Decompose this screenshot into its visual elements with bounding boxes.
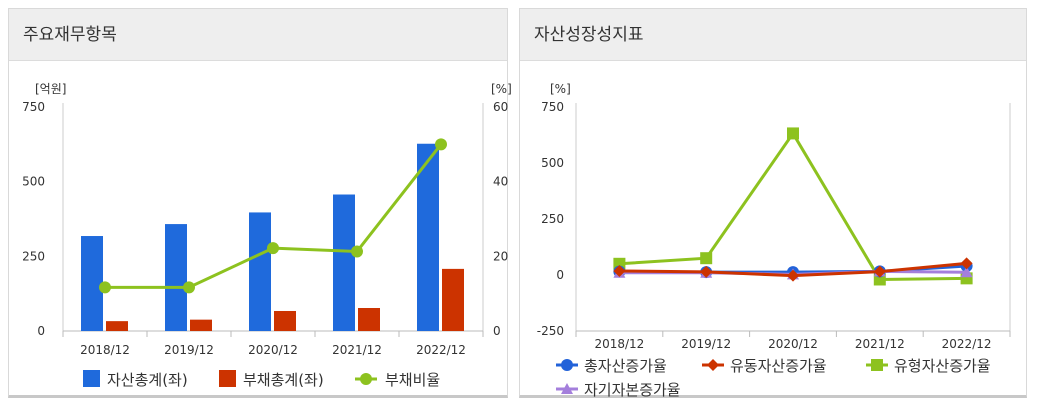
legend-swatch	[83, 370, 100, 387]
panel-title: 자산성장성지표	[520, 9, 1026, 61]
left-axis-tick-label: 750	[22, 100, 45, 114]
y-axis-tick-label: 250	[541, 212, 564, 226]
asset-total-bar	[417, 143, 439, 331]
x-axis-tick-label: 2022/12	[416, 343, 466, 357]
current-asset-growth-point	[613, 264, 626, 277]
left-axis-unit: [억원]	[35, 82, 66, 96]
y-axis-tick-label: 0	[556, 268, 564, 282]
tangible-asset-growth-line	[619, 130, 967, 281]
current-asset-growth-point	[873, 265, 886, 278]
right-axis-tick-label: 20	[493, 249, 508, 263]
right-axis-tick-label: 40	[493, 175, 508, 189]
y-axis-unit: [%]	[550, 82, 571, 96]
tangible-asset-growth-point	[787, 127, 799, 140]
liability-total-bar	[106, 321, 128, 331]
left-axis-tick-label: 500	[22, 175, 45, 189]
panel-title: 주요재무항목	[9, 9, 507, 61]
x-axis-tick-label: 2021/12	[855, 337, 905, 351]
x-axis-tick-label: 2021/12	[332, 343, 382, 357]
debt-ratio-point	[351, 245, 363, 258]
asset-total-bar	[333, 194, 355, 331]
legend-label: 유형자산증가율	[894, 357, 991, 375]
tangible-asset-growth-point	[700, 252, 713, 265]
asset-growth-panel: 자산성장성지표 [%] -250 0 250 500 750 2018/12 2019/12 2…	[519, 8, 1027, 399]
current-asset-growth-point	[787, 269, 799, 282]
legend-label: 부채총계(좌)	[243, 371, 324, 389]
legend-marker	[707, 359, 719, 371]
legend-swatch	[219, 370, 236, 387]
legend-label: 유동자산증가율	[730, 357, 827, 375]
x-axis-tick-label: 2022/12	[942, 337, 992, 351]
y-axis-tick-label: 750	[541, 100, 564, 114]
debt-ratio-line	[105, 143, 443, 289]
financial-items-chart: [억원] [%] 0 250 500 750 0 20 40 60 2018/12 2019/12 20…	[22, 82, 512, 389]
debt-ratio-point	[435, 138, 447, 151]
x-axis-tick-label: 2020/12	[768, 337, 818, 351]
legend-marker	[561, 383, 573, 394]
y-axis-tick-label: 500	[541, 156, 564, 170]
legend-label: 총자산증가율	[584, 357, 667, 375]
x-axis-tick-label: 2019/12	[164, 343, 214, 357]
liability-total-bar	[190, 319, 212, 331]
legend-marker	[360, 373, 372, 385]
asset-total-bar	[165, 224, 187, 331]
debt-ratio-point	[99, 281, 111, 294]
liability-total-bar	[274, 310, 296, 331]
asset-total-bar	[81, 236, 103, 331]
legend-marker	[871, 359, 883, 371]
legend-label: 부채비율	[385, 371, 440, 389]
financial-items-panel: 주요재무항목 [억원] [%] 0 250 500 750 0 20 40 60 2018/12 20…	[8, 8, 512, 398]
current-asset-growth-point	[960, 257, 973, 270]
equity-growth-point	[960, 266, 973, 278]
liability-total-bar	[358, 308, 380, 331]
legend-marker	[561, 359, 573, 371]
asset-total-bar	[249, 212, 271, 331]
legend-label: 자산총계(좌)	[107, 371, 188, 389]
x-axis-tick-label: 2019/12	[681, 337, 731, 351]
x-axis-tick-label: 2018/12	[594, 337, 644, 351]
right-axis-tick-label: 0	[493, 324, 501, 338]
debt-ratio-point	[183, 281, 195, 294]
y-axis-tick-label: -250	[537, 324, 564, 338]
x-axis-tick-label: 2020/12	[248, 343, 298, 357]
right-axis-tick-label: 60	[493, 100, 508, 114]
right-axis-unit: [%]	[491, 82, 512, 96]
left-axis-tick-label: 250	[22, 249, 45, 263]
x-axis-tick-label: 2018/12	[80, 343, 130, 357]
legend-label: 자기자본증가율	[584, 381, 681, 399]
current-asset-growth-point	[700, 265, 713, 278]
liability-total-bar	[442, 268, 464, 331]
left-axis-tick-label: 0	[37, 324, 45, 338]
asset-growth-chart: [%] -250 0 250 500 750 2018/12 2019/12 2020/12 20…	[537, 82, 1011, 399]
debt-ratio-point	[267, 242, 279, 255]
